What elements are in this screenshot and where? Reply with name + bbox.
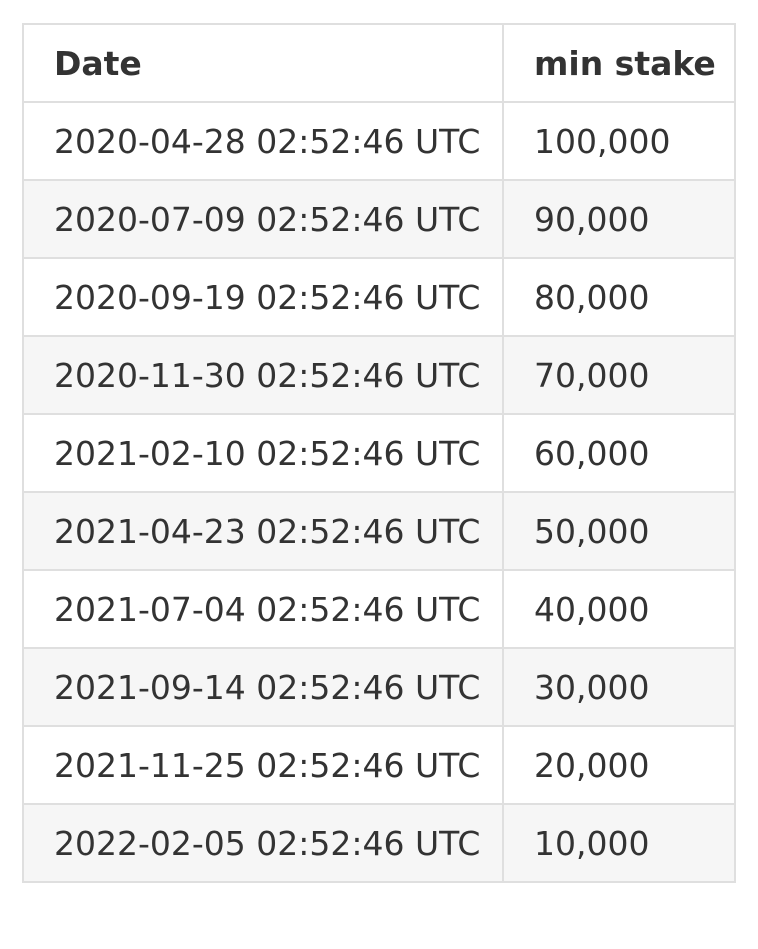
table-row: 2021-11-25 02:52:46 UTC 20,000 [22, 725, 736, 805]
table-row: 2020-07-09 02:52:46 UTC 90,000 [22, 179, 736, 259]
table-body: 2020-04-28 02:52:46 UTC 100,000 2020-07-… [22, 101, 736, 883]
table-row: 2021-07-04 02:52:46 UTC 40,000 [22, 569, 736, 649]
min-stake-cell: 40,000 [502, 569, 736, 649]
table-row: 2020-04-28 02:52:46 UTC 100,000 [22, 101, 736, 181]
table-row: 2022-02-05 02:52:46 UTC 10,000 [22, 803, 736, 883]
min-stake-cell: 50,000 [502, 491, 736, 571]
date-cell: 2021-09-14 02:52:46 UTC [22, 647, 504, 727]
date-cell: 2021-07-04 02:52:46 UTC [22, 569, 504, 649]
column-header-min-stake: min stake [502, 23, 736, 103]
date-cell: 2020-09-19 02:52:46 UTC [22, 257, 504, 337]
table-row: 2021-04-23 02:52:46 UTC 50,000 [22, 491, 736, 571]
table-row: 2021-02-10 02:52:46 UTC 60,000 [22, 413, 736, 493]
date-cell: 2022-02-05 02:52:46 UTC [22, 803, 504, 883]
min-stake-cell: 10,000 [502, 803, 736, 883]
min-stake-cell: 20,000 [502, 725, 736, 805]
table-row: 2020-09-19 02:52:46 UTC 80,000 [22, 257, 736, 337]
date-cell: 2021-02-10 02:52:46 UTC [22, 413, 504, 493]
min-stake-cell: 30,000 [502, 647, 736, 727]
min-stake-cell: 70,000 [502, 335, 736, 415]
date-cell: 2021-11-25 02:52:46 UTC [22, 725, 504, 805]
table-header: Date min stake [22, 23, 736, 103]
date-cell: 2021-04-23 02:52:46 UTC [22, 491, 504, 571]
min-stake-cell: 100,000 [502, 101, 736, 181]
table-row: 2020-11-30 02:52:46 UTC 70,000 [22, 335, 736, 415]
date-cell: 2020-04-28 02:52:46 UTC [22, 101, 504, 181]
min-stake-cell: 60,000 [502, 413, 736, 493]
column-header-date: Date [22, 23, 504, 103]
min-stake-cell: 90,000 [502, 179, 736, 259]
table-row: 2021-09-14 02:52:46 UTC 30,000 [22, 647, 736, 727]
header-row: Date min stake [22, 23, 736, 103]
date-cell: 2020-07-09 02:52:46 UTC [22, 179, 504, 259]
date-cell: 2020-11-30 02:52:46 UTC [22, 335, 504, 415]
stake-schedule-table: Date min stake 2020-04-28 02:52:46 UTC 1… [22, 23, 736, 883]
min-stake-cell: 80,000 [502, 257, 736, 337]
stake-schedule-table-container: Date min stake 2020-04-28 02:52:46 UTC 1… [22, 23, 736, 883]
